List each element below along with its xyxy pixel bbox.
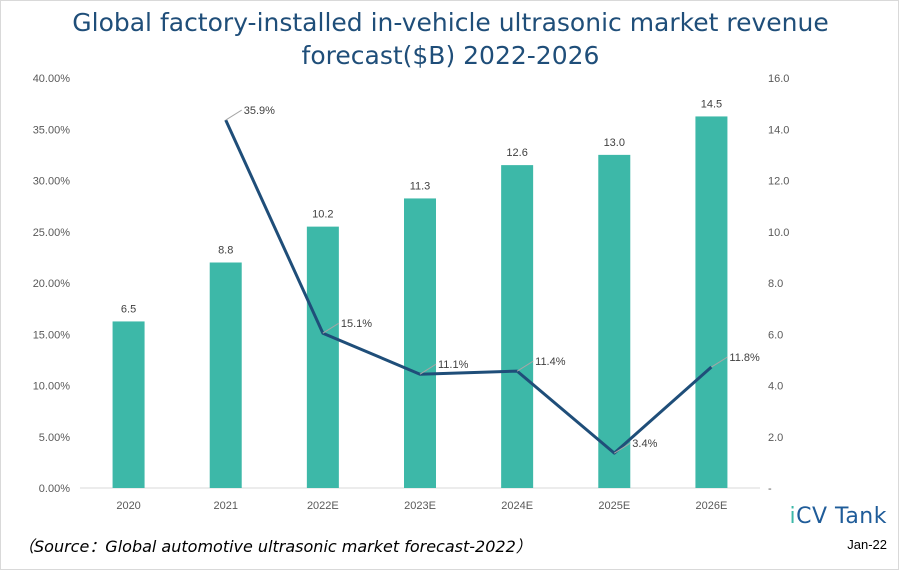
y-left-tick-label: 5.00%: [39, 432, 70, 444]
y-left-tick-label: 15.00%: [33, 329, 71, 341]
line-value-label: 15.1%: [341, 318, 372, 330]
line-value-label: 11.8%: [729, 352, 760, 364]
y-left-tick-label: 20.00%: [33, 278, 71, 290]
bar-value-label: 8.8: [218, 245, 233, 257]
line-value-label: 11.1%: [438, 359, 469, 371]
bar: [306, 226, 339, 488]
label-leader-line: [516, 360, 534, 372]
x-tick-label: 2024E: [501, 500, 533, 512]
y-right-tick-label: 8.0: [768, 278, 783, 290]
y-left-tick-label: 40.00%: [33, 73, 71, 85]
y-right-tick-label: 2.0: [768, 432, 783, 444]
x-tick-label: 2026E: [696, 500, 728, 512]
chart-title-line-2: forecast($B) 2022-2026: [301, 41, 600, 70]
bar-value-label: 12.6: [506, 147, 527, 159]
brand-logo: iCV Tank: [790, 504, 888, 529]
label-leader-line: [614, 442, 631, 454]
y-left-tick-label: 30.00%: [33, 176, 71, 188]
label-leader-line: [711, 356, 728, 368]
bar: [501, 165, 534, 488]
growth-line: [224, 119, 713, 455]
bar-value-label: 10.2: [312, 209, 333, 221]
x-tick-label: 2022E: [307, 500, 339, 512]
label-leader-line: [225, 109, 242, 121]
y-right-tick-label: 10.0: [768, 227, 789, 239]
bar: [209, 262, 242, 488]
chart-title-line-1: Global factory-installed in-vehicle ultr…: [72, 8, 829, 37]
label-leader-line: [419, 363, 437, 375]
bar-value-label: 13.0: [604, 137, 625, 149]
y-left-tick-label: 25.00%: [33, 227, 71, 239]
line-value-label: 3.4%: [632, 438, 657, 450]
x-tick-label: 2020: [116, 500, 140, 512]
bar: [112, 321, 145, 488]
bar-value-label: 11.3: [410, 180, 431, 192]
bar-value-label: 14.5: [701, 98, 722, 110]
line-value-label: 35.9%: [244, 105, 275, 117]
y-right-tick-label: -: [768, 483, 772, 495]
x-tick-label: 2021: [213, 500, 237, 512]
logo-i: i: [789, 504, 797, 529]
chart-title: Global factory-installed in-vehicle ultr…: [40, 6, 861, 72]
bar-value-label: 6.5: [121, 303, 136, 315]
bar: [598, 154, 631, 488]
y-right-tick-label: 16.0: [768, 73, 789, 85]
x-tick-label: 2023E: [404, 500, 436, 512]
bar: [695, 116, 728, 488]
y-right-tick-label: 4.0: [768, 381, 783, 393]
x-tick-label: 2025E: [598, 500, 630, 512]
date-label: Jan-22: [847, 537, 887, 552]
bar: [404, 198, 436, 488]
logo-text: CV Tank: [796, 504, 887, 529]
y-left-tick-label: 10.00%: [33, 381, 71, 393]
y-left-tick-label: 0.00%: [39, 483, 70, 495]
label-leader-line: [322, 322, 340, 334]
y-right-tick-label: 12.0: [768, 176, 789, 188]
source-note: （Source：Global automotive ultrasonic mar…: [18, 537, 532, 556]
y-right-tick-label: 14.0: [768, 124, 789, 136]
y-right-tick-label: 6.0: [768, 329, 783, 341]
y-left-tick-label: 35.00%: [33, 124, 71, 136]
line-value-label: 11.4%: [535, 356, 566, 368]
